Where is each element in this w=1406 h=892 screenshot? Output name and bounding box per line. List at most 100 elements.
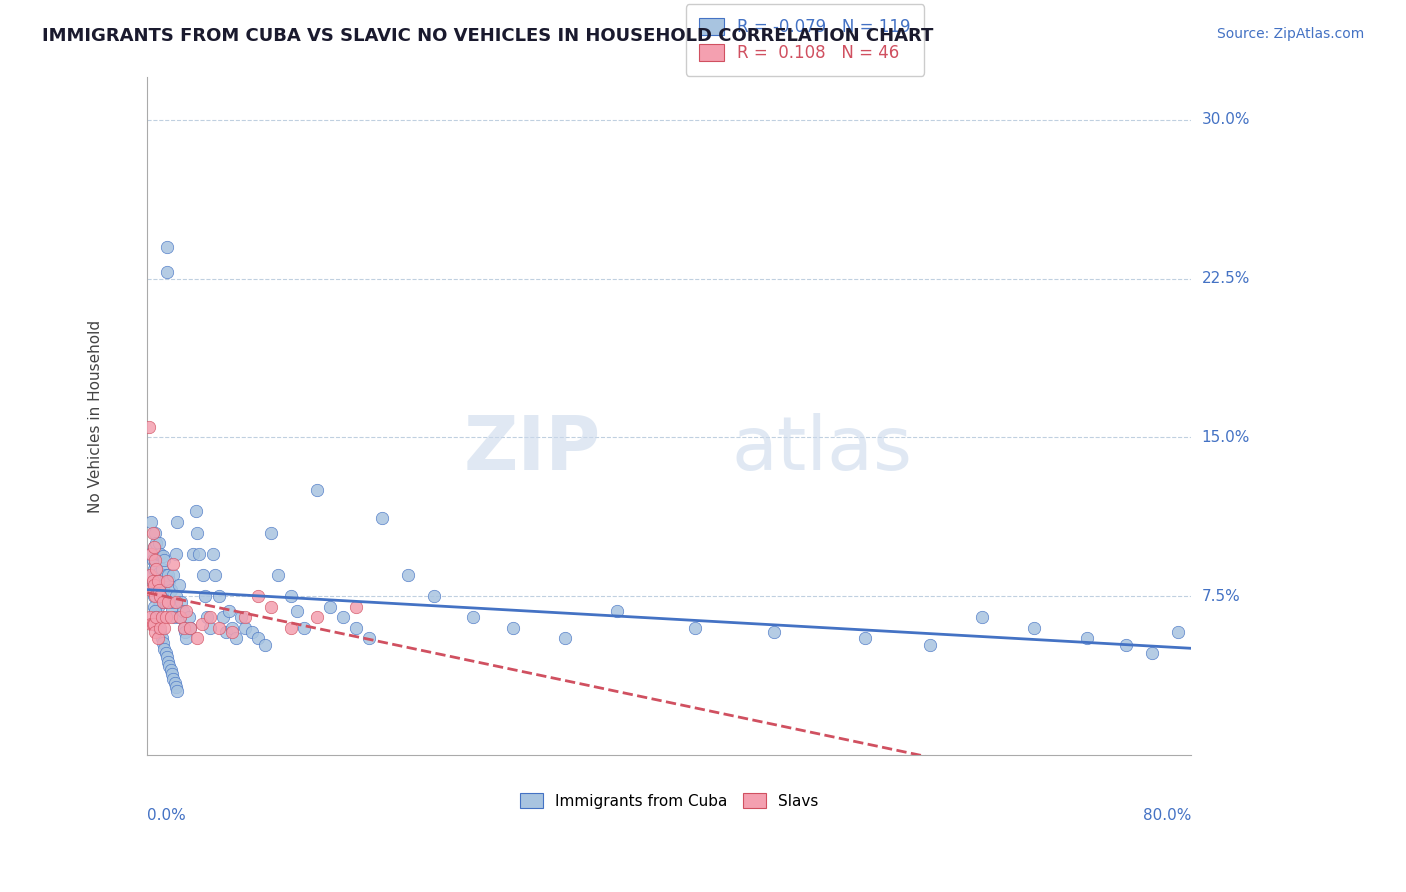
Point bbox=[396, 567, 419, 582]
Point bbox=[233, 621, 256, 635]
Point bbox=[225, 632, 247, 646]
Point bbox=[177, 610, 200, 624]
Point bbox=[146, 599, 169, 614]
Legend: Immigrants from Cuba, Slavs: Immigrants from Cuba, Slavs bbox=[513, 787, 824, 815]
Point bbox=[149, 621, 172, 635]
Point bbox=[606, 604, 628, 618]
Text: 30.0%: 30.0% bbox=[1202, 112, 1250, 128]
Point bbox=[145, 561, 167, 575]
Point bbox=[165, 680, 187, 694]
Point bbox=[148, 621, 170, 635]
Point bbox=[139, 610, 162, 624]
Text: 7.5%: 7.5% bbox=[1202, 589, 1240, 604]
Point bbox=[149, 625, 172, 640]
Point bbox=[423, 589, 446, 603]
Point bbox=[146, 547, 169, 561]
Point bbox=[150, 587, 173, 601]
Point bbox=[142, 561, 165, 575]
Point bbox=[233, 610, 256, 624]
Point bbox=[145, 561, 167, 575]
Text: ZIP: ZIP bbox=[464, 414, 602, 486]
Point bbox=[143, 589, 166, 603]
Point bbox=[166, 684, 188, 698]
Point bbox=[305, 483, 328, 498]
Point bbox=[143, 558, 166, 572]
Point bbox=[156, 650, 179, 665]
Point bbox=[1167, 625, 1189, 640]
Point bbox=[152, 549, 174, 563]
Point bbox=[240, 625, 263, 640]
Point bbox=[169, 610, 191, 624]
Point bbox=[221, 625, 243, 640]
Point bbox=[305, 610, 328, 624]
Point bbox=[142, 599, 165, 614]
Point bbox=[157, 567, 180, 582]
Point bbox=[191, 616, 214, 631]
Point bbox=[194, 589, 217, 603]
Point bbox=[344, 621, 367, 635]
Point bbox=[143, 578, 166, 592]
Point bbox=[188, 547, 211, 561]
Point bbox=[156, 240, 179, 254]
Point bbox=[159, 663, 181, 677]
Point bbox=[141, 515, 163, 529]
Point bbox=[181, 547, 204, 561]
Point bbox=[371, 510, 394, 524]
Point bbox=[149, 595, 172, 609]
Point bbox=[260, 525, 283, 540]
Point bbox=[163, 676, 186, 690]
Point bbox=[141, 574, 163, 589]
Point bbox=[163, 610, 186, 624]
Text: 15.0%: 15.0% bbox=[1202, 430, 1250, 445]
Point bbox=[162, 672, 184, 686]
Point bbox=[143, 525, 166, 540]
Point bbox=[176, 604, 198, 618]
Point bbox=[195, 610, 218, 624]
Point bbox=[159, 610, 181, 624]
Point bbox=[162, 558, 184, 572]
Point bbox=[145, 582, 167, 597]
Point bbox=[159, 574, 181, 589]
Point bbox=[463, 610, 485, 624]
Point bbox=[165, 589, 187, 603]
Point bbox=[156, 265, 179, 279]
Point bbox=[153, 642, 176, 657]
Point bbox=[176, 632, 198, 646]
Point bbox=[285, 604, 308, 618]
Point bbox=[150, 632, 173, 646]
Point bbox=[148, 582, 170, 597]
Point bbox=[174, 625, 197, 640]
Point bbox=[149, 547, 172, 561]
Point bbox=[141, 582, 163, 597]
Point bbox=[146, 632, 169, 646]
Point bbox=[155, 567, 177, 582]
Point bbox=[170, 595, 193, 609]
Point bbox=[150, 610, 173, 624]
Point bbox=[319, 599, 342, 614]
Point bbox=[169, 610, 191, 624]
Point bbox=[157, 595, 180, 609]
Point bbox=[146, 574, 169, 589]
Point bbox=[186, 632, 208, 646]
Text: 0.0%: 0.0% bbox=[148, 808, 186, 822]
Point bbox=[208, 589, 231, 603]
Point bbox=[143, 604, 166, 618]
Point bbox=[159, 659, 181, 673]
Point bbox=[153, 578, 176, 592]
Text: IMMIGRANTS FROM CUBA VS SLAVIC NO VEHICLES IN HOUSEHOLD CORRELATION CHART: IMMIGRANTS FROM CUBA VS SLAVIC NO VEHICL… bbox=[42, 27, 934, 45]
Point bbox=[149, 589, 172, 603]
Point bbox=[292, 621, 315, 635]
Point bbox=[201, 547, 224, 561]
Point bbox=[141, 547, 163, 561]
Point bbox=[683, 621, 706, 635]
Point bbox=[142, 541, 165, 555]
Point bbox=[198, 610, 221, 624]
Point bbox=[1024, 621, 1046, 635]
Point bbox=[166, 515, 188, 529]
Point bbox=[141, 567, 163, 582]
Point bbox=[214, 625, 236, 640]
Point bbox=[502, 621, 524, 635]
Point bbox=[143, 625, 166, 640]
Point bbox=[138, 419, 160, 434]
Point bbox=[143, 553, 166, 567]
